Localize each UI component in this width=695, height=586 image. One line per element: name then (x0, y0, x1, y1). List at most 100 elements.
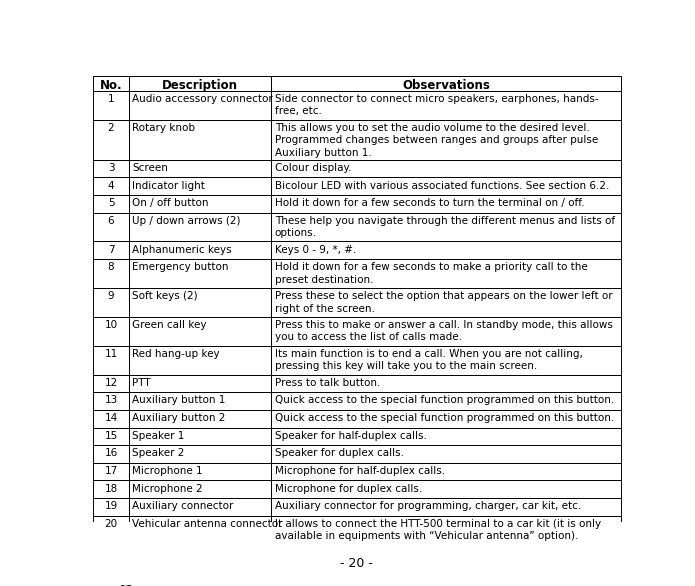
Bar (93, 213, 129, 241)
Bar (272, 241, 621, 259)
Bar (93, 159, 129, 178)
Bar (129, 195, 272, 213)
Bar (93, 410, 129, 428)
Bar (129, 120, 272, 159)
Text: 11: 11 (104, 349, 117, 359)
Bar (272, 159, 621, 178)
Text: Bicolour LED with various associated functions. See section 6.2.: Bicolour LED with various associated fun… (275, 180, 609, 190)
Text: 9: 9 (108, 291, 115, 301)
Text: 17: 17 (104, 466, 117, 476)
Bar (93, 481, 129, 498)
Bar (272, 259, 621, 288)
Text: Speaker 2: Speaker 2 (132, 448, 185, 458)
Bar (272, 481, 621, 498)
Bar (93, 195, 129, 213)
Text: Alphanumeric keys: Alphanumeric keys (132, 245, 232, 255)
Bar (93, 516, 129, 544)
Bar (129, 159, 272, 178)
Text: 15: 15 (104, 431, 117, 441)
Bar (129, 463, 272, 481)
Text: 18: 18 (104, 483, 117, 493)
Bar (129, 428, 272, 445)
Text: 5: 5 (108, 198, 115, 208)
Text: Press these to select the option that appears on the lower left or
right of the : Press these to select the option that ap… (275, 291, 612, 314)
Bar (129, 213, 272, 241)
Text: Keys 0 - 9, *, #.: Keys 0 - 9, *, #. (275, 245, 356, 255)
Bar (129, 516, 272, 544)
Text: 3: 3 (108, 163, 115, 173)
Bar (129, 178, 272, 195)
Text: 2: 2 (108, 122, 115, 133)
Text: Speaker for half-duplex calls.: Speaker for half-duplex calls. (275, 431, 427, 441)
Bar (93, 463, 129, 481)
Text: Indicator light: Indicator light (132, 180, 205, 190)
Bar (272, 76, 621, 91)
Bar (129, 241, 272, 259)
Text: Soft keys (2): Soft keys (2) (132, 291, 198, 301)
Text: Quick access to the special function programmed on this button.: Quick access to the special function pro… (275, 396, 614, 406)
Bar (129, 259, 272, 288)
Bar (129, 374, 272, 392)
Bar (93, 91, 129, 120)
Bar (93, 392, 129, 410)
Text: Microphone 2: Microphone 2 (132, 483, 203, 493)
Text: Microphone for half-duplex calls.: Microphone for half-duplex calls. (275, 466, 445, 476)
Text: Observations: Observations (402, 79, 490, 92)
Text: Auxiliary button 2: Auxiliary button 2 (132, 413, 226, 423)
Bar (272, 428, 621, 445)
Bar (272, 120, 621, 159)
Bar (129, 410, 272, 428)
Bar (272, 516, 621, 544)
Text: Screen: Screen (132, 163, 168, 173)
Text: Press to talk button.: Press to talk button. (275, 378, 380, 388)
Text: Quick access to the special function programmed on this button.: Quick access to the special function pro… (275, 413, 614, 423)
Text: 4: 4 (108, 180, 115, 190)
Bar (93, 120, 129, 159)
Bar (272, 410, 621, 428)
Bar (129, 317, 272, 346)
Text: Hold it down for a few seconds to turn the terminal on / off.: Hold it down for a few seconds to turn t… (275, 198, 584, 208)
Text: Its main function is to end a call. When you are not calling,
pressing this key : Its main function is to end a call. When… (275, 349, 582, 372)
Text: Microphone for duplex calls.: Microphone for duplex calls. (275, 483, 422, 493)
Text: Speaker 1: Speaker 1 (132, 431, 185, 441)
Bar (93, 428, 129, 445)
Text: 16: 16 (104, 448, 117, 458)
Bar (272, 374, 621, 392)
Text: - 20 -: - 20 - (340, 557, 373, 570)
Text: 12: 12 (104, 378, 117, 388)
Bar (272, 463, 621, 481)
Text: Auxiliary connector for programming, charger, car kit, etc.: Auxiliary connector for programming, cha… (275, 502, 581, 512)
Text: Microphone 1: Microphone 1 (132, 466, 203, 476)
Bar (93, 498, 129, 516)
Text: 8: 8 (108, 263, 115, 272)
Text: PTT: PTT (132, 378, 151, 388)
Bar (129, 91, 272, 120)
Bar (272, 195, 621, 213)
Text: Emergency button: Emergency button (132, 263, 229, 272)
Bar (272, 91, 621, 120)
Text: Auxiliary button 1: Auxiliary button 1 (132, 396, 226, 406)
Text: Side connector to connect micro speakers, earphones, hands-
free, etc.: Side connector to connect micro speakers… (275, 94, 598, 116)
Text: Description: Description (162, 79, 238, 92)
Text: 14: 14 (104, 413, 117, 423)
Text: 7: 7 (108, 245, 115, 255)
Text: Rotary knob: Rotary knob (132, 122, 195, 133)
Bar (272, 317, 621, 346)
Text: Up / down arrows (2): Up / down arrows (2) (132, 216, 240, 226)
Bar (93, 445, 129, 463)
Bar (129, 288, 272, 317)
Ellipse shape (104, 576, 147, 586)
Text: Colour display.: Colour display. (275, 163, 351, 173)
Text: On / off button: On / off button (132, 198, 208, 208)
Bar (129, 392, 272, 410)
Text: 20: 20 (104, 519, 117, 529)
Bar (93, 178, 129, 195)
Text: Auxiliary connector: Auxiliary connector (132, 502, 234, 512)
Bar (129, 481, 272, 498)
Bar (93, 288, 129, 317)
Bar (129, 76, 272, 91)
Text: 19: 19 (104, 502, 117, 512)
Bar (93, 76, 129, 91)
Text: en: en (118, 582, 133, 586)
Bar (93, 259, 129, 288)
